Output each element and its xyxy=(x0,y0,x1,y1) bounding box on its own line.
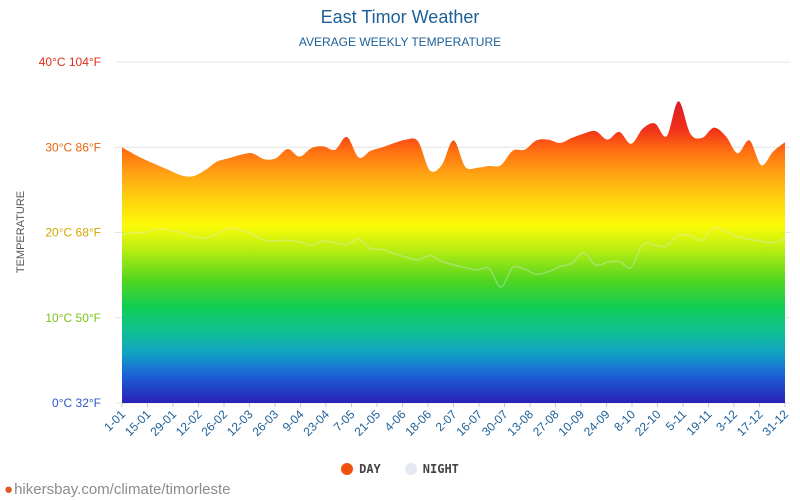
x-tick-label: 12-02 xyxy=(173,407,205,439)
x-tick-label: 24-09 xyxy=(581,407,613,439)
legend-night[interactable]: NIGHT xyxy=(404,462,459,476)
x-tick-label: 30-07 xyxy=(479,407,511,439)
x-tick-label: 18-06 xyxy=(403,407,435,439)
temperature-areas xyxy=(121,101,786,403)
y-tick-label: 10°C 50°F xyxy=(45,311,101,325)
source-link[interactable]: ●hikersbay.com/climate/timorleste xyxy=(4,481,231,498)
x-tick-label: 21-05 xyxy=(352,407,384,439)
y-tick-label: 0°C 32°F xyxy=(52,396,101,410)
legend-day-label: DAY xyxy=(359,462,381,476)
x-tick-label: 26-03 xyxy=(250,407,282,439)
x-tick-label: 17-12 xyxy=(734,407,766,439)
y-tick-label: 30°C 86°F xyxy=(45,140,101,154)
x-tick-label: 15-01 xyxy=(122,407,154,439)
x-tick-label: 13-08 xyxy=(505,407,537,439)
x-tick-label: 26-02 xyxy=(199,407,231,439)
x-tick-label: 22-10 xyxy=(632,407,664,439)
x-tick-label: 10-09 xyxy=(556,407,588,439)
day-dot-icon xyxy=(341,463,354,475)
night-line xyxy=(121,226,786,288)
temperature-chart: 0°C 32°F 10°C 50°F 20°C 68°F 30°C 86°F 40°C … xyxy=(15,55,791,439)
chart-subtitle: AVERAGE WEEKLY TEMPERATURE xyxy=(298,35,502,49)
chart-legend: DAY NIGHT xyxy=(0,462,800,476)
x-tick-label: 23-04 xyxy=(301,407,333,439)
night-dot-icon xyxy=(404,463,417,475)
y-tick-label: 20°C 68°F xyxy=(45,226,101,240)
x-tick-label: 29-01 xyxy=(148,407,180,439)
chart-title: East Timor Weather xyxy=(320,7,480,27)
x-tick-label: 19-11 xyxy=(684,407,715,438)
location-pin-icon: ● xyxy=(4,481,14,498)
x-tick-label: 27-08 xyxy=(530,407,562,439)
legend-day[interactable]: DAY xyxy=(341,462,381,476)
x-tick-label: 12-03 xyxy=(224,407,256,439)
y-axis: 0°C 32°F 10°C 50°F 20°C 68°F 30°C 86°F 40°C … xyxy=(39,55,101,410)
y-tick-label: 40°C 104°F xyxy=(39,55,101,69)
night-area xyxy=(122,227,785,403)
y-axis-label: TEMPERATURE xyxy=(15,191,27,273)
x-tick-label: 16-07 xyxy=(454,407,486,439)
source-text: hikersbay.com/climate/timorleste xyxy=(14,481,231,498)
x-axis: 1-0115-0129-0112-0226-0212-0326-039-0423… xyxy=(101,403,791,439)
x-tick-label: 31-12 xyxy=(760,407,792,439)
legend-night-label: NIGHT xyxy=(422,462,459,476)
